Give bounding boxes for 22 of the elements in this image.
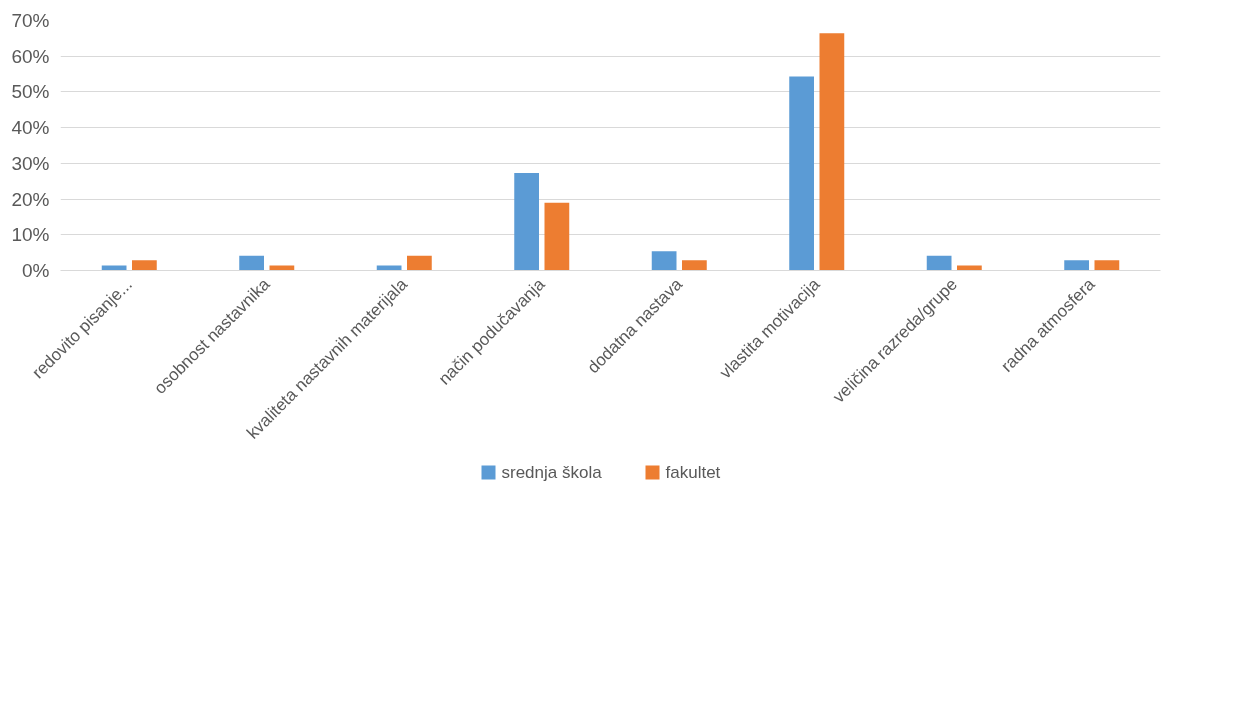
y-tick-label: 60% [11, 45, 50, 67]
y-tick-label: 10% [11, 224, 50, 246]
legend-label: srednja škola [501, 463, 603, 482]
legend-label: fakultet [665, 463, 721, 482]
bar [682, 260, 707, 271]
bar [789, 76, 814, 271]
bar [819, 33, 845, 271]
bar [1064, 260, 1089, 271]
bar [651, 251, 677, 271]
y-tick-label: 40% [11, 117, 50, 139]
bar [544, 202, 570, 271]
bar [514, 173, 539, 271]
y-tick-label: 0% [22, 260, 50, 281]
y-tick-label: 70% [11, 10, 50, 31]
bar [132, 260, 157, 271]
bar [1094, 260, 1120, 271]
y-tick-label: 20% [11, 188, 50, 210]
y-tick-label: 50% [11, 81, 50, 103]
bar [407, 255, 432, 271]
bar [926, 255, 952, 271]
bar [239, 255, 264, 271]
y-tick-label: 30% [11, 152, 50, 174]
